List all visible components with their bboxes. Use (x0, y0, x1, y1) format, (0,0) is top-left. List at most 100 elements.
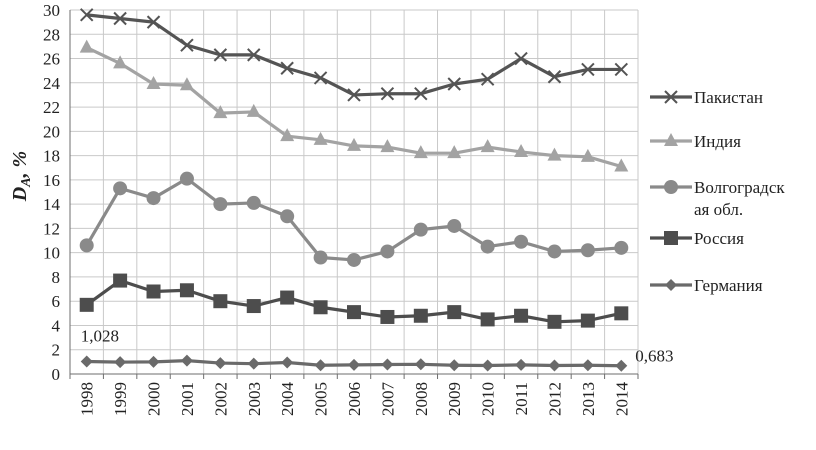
marker-shape (664, 231, 678, 245)
x-tick-label: 2002 (211, 382, 230, 416)
marker-shape (664, 90, 678, 104)
data-point (380, 87, 395, 101)
marker-shape (480, 72, 495, 86)
y-tick-label: 30 (43, 1, 60, 20)
series-4 (80, 354, 628, 372)
legend-label-line: Волгоградск (694, 178, 785, 197)
marker-shape (280, 209, 295, 224)
series-line (85, 177, 622, 262)
marker-shape (665, 279, 677, 291)
marker-shape (79, 297, 94, 312)
data-point (347, 305, 361, 320)
data-point (180, 38, 194, 52)
marker-shape (114, 356, 127, 369)
marker-shape (514, 51, 528, 66)
data-point (246, 103, 261, 117)
data-point (580, 313, 595, 328)
data-point (147, 355, 160, 368)
data-point (179, 77, 194, 91)
marker-shape (380, 87, 395, 101)
data-point (447, 305, 462, 320)
data-point (214, 357, 227, 370)
legend-label: Россия (694, 229, 744, 248)
y-tick-label: 16 (43, 171, 60, 190)
marker-shape (547, 70, 562, 84)
data-point (547, 70, 562, 84)
marker-shape (414, 87, 428, 101)
data-point (213, 48, 228, 62)
data-point (146, 76, 161, 90)
y-tick-label: 26 (43, 50, 60, 69)
data-point (113, 11, 127, 26)
marker-shape (664, 180, 678, 194)
marker-shape (515, 358, 528, 371)
marker-shape (314, 359, 327, 372)
marker-shape (348, 358, 360, 371)
data-point (380, 139, 395, 153)
data-point (547, 147, 562, 161)
marker-shape (547, 314, 562, 329)
marker-shape (580, 148, 595, 162)
series-1 (79, 39, 629, 172)
marker-shape (381, 358, 394, 371)
legend-marker (664, 90, 678, 104)
data-point (213, 105, 228, 119)
y-tick-label: 20 (43, 122, 60, 141)
data-point (213, 197, 228, 212)
marker-shape (79, 39, 94, 53)
y-tick-label: 28 (43, 25, 60, 44)
marker-shape (180, 38, 194, 52)
data-point (79, 39, 94, 53)
data-point (280, 128, 295, 142)
legend-label: Германия (694, 276, 763, 295)
x-tick-label: 1998 (78, 382, 97, 416)
data-point (79, 238, 94, 253)
data-point (547, 244, 562, 259)
data-point (413, 308, 428, 323)
legend-marker (664, 180, 678, 194)
x-tick-label: 2014 (612, 382, 631, 417)
marker-shape (113, 11, 127, 26)
marker-shape (179, 283, 194, 298)
legend-label: Волгоградск ая обл. (694, 178, 785, 219)
marker-shape (614, 158, 629, 172)
data-point (614, 240, 629, 255)
data-point (481, 359, 494, 372)
y-tick-label: 22 (43, 98, 60, 117)
data-point (580, 148, 595, 162)
data-point (146, 191, 161, 206)
data-point (79, 297, 94, 312)
y-axis-label-main: D (9, 187, 31, 202)
data-point (313, 131, 328, 145)
data-point (247, 357, 260, 370)
legend-marker (665, 279, 677, 291)
x-tick-label: 2011 (512, 382, 531, 415)
legend-item: Германия (650, 276, 763, 295)
data-point (614, 62, 629, 77)
data-point (414, 358, 427, 371)
marker-shape (280, 61, 294, 75)
data-point (246, 195, 261, 210)
legend-marker (664, 231, 678, 245)
marker-shape (380, 309, 395, 324)
marker-shape (614, 62, 629, 77)
data-point (514, 51, 528, 66)
series-0 (79, 8, 629, 102)
data-point (280, 290, 295, 305)
marker-shape (664, 133, 678, 146)
marker-shape (614, 240, 629, 255)
marker-shape (347, 137, 361, 151)
marker-shape (615, 359, 628, 372)
x-tick-labels: 1998 1999 2000 2001 2002 2003 2004 2005 2006 2007… (78, 382, 632, 417)
marker-shape (380, 244, 395, 259)
data-point (347, 252, 361, 267)
marker-shape (246, 195, 261, 210)
x-tick-label: 2003 (245, 382, 264, 416)
marker-shape (413, 222, 428, 237)
marker-shape (313, 300, 328, 315)
y-tick-label: 12 (43, 219, 60, 238)
x-tick-label: 2007 (378, 382, 397, 417)
marker-shape (347, 252, 361, 267)
y-tick-label: 0 (52, 365, 61, 384)
marker-shape (614, 306, 629, 321)
